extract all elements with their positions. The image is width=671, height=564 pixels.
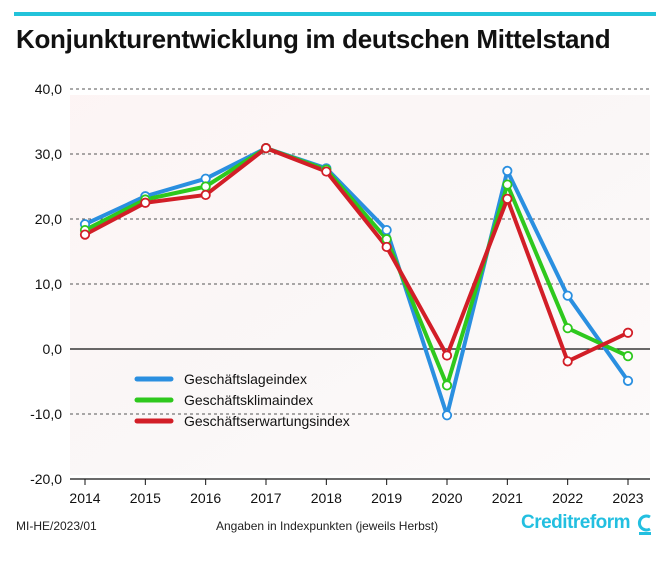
- data-point-series-3: [79, 229, 91, 240]
- chart-title: Konjunkturentwicklung im deutschen Mitte…: [16, 24, 611, 54]
- data-point-series-3: [260, 143, 272, 154]
- data-point-series-2: [200, 181, 211, 192]
- legend-label: Geschäftslageindex: [184, 371, 307, 387]
- x-tick-label: 2015: [130, 490, 161, 506]
- data-point-series-1: [441, 410, 453, 421]
- y-tick-label: 20,0: [35, 211, 62, 227]
- series-line-3: [83, 146, 630, 364]
- data-point-series-2: [562, 323, 573, 334]
- data-point-series-1: [502, 165, 513, 176]
- plot-background: [70, 95, 650, 475]
- y-tick-label: 40,0: [35, 81, 62, 97]
- x-tick-label: 2020: [431, 490, 462, 506]
- data-point-series-3: [200, 189, 211, 201]
- data-point-series-1: [562, 290, 573, 301]
- y-tick-label: 0,0: [43, 341, 63, 357]
- y-tick-label: 10,0: [35, 276, 62, 292]
- data-point-series-3: [502, 193, 513, 204]
- units-note: Angaben in Indexpunkten (jeweils Herbst): [216, 519, 439, 533]
- x-axis-tick-labels: 2014 2015 2016 2017 2018 2019 2020 2021 2022 2023: [69, 479, 644, 506]
- legend-label: Geschäftsklimaindex: [184, 392, 313, 408]
- data-point-series-3: [381, 241, 392, 253]
- x-tick-label: 2022: [552, 490, 583, 506]
- data-point-series-3: [441, 350, 453, 361]
- series-line-2: [83, 146, 630, 388]
- data-point-series-1: [381, 224, 392, 236]
- x-tick-label: 2016: [190, 490, 221, 506]
- grid-lines: [70, 88, 650, 480]
- data-point-series-1: [622, 375, 634, 386]
- source-code: MI-HE/2023/01: [16, 519, 97, 533]
- data-point-series-3: [140, 197, 151, 208]
- x-tick-label: 2014: [69, 490, 100, 506]
- series-lines: [79, 143, 634, 421]
- legend-label: Geschäftserwartungsindex: [184, 413, 350, 429]
- y-tick-label: 30,0: [35, 146, 62, 162]
- data-point-series-2: [441, 380, 453, 391]
- y-axis-tick-labels: -20,0 -10,0 0,0 10,0 20,0 30,0 40,0: [30, 81, 62, 487]
- data-point-series-3: [622, 327, 634, 338]
- data-point-series-3: [562, 356, 573, 367]
- legend: Geschäftslageindex Geschäftsklimaindex Ges…: [134, 371, 350, 429]
- y-tick-label: -20,0: [30, 471, 62, 487]
- x-tick-label: 2021: [492, 490, 523, 506]
- x-tick-label: 2017: [250, 490, 281, 506]
- brand-mark-icon: [637, 514, 651, 535]
- data-point-series-2: [622, 351, 634, 362]
- x-tick-label: 2023: [612, 490, 643, 506]
- x-tick-label: 2018: [311, 490, 342, 506]
- series-line-1: [83, 146, 630, 418]
- top-accent-rule: [14, 12, 656, 16]
- data-point-series-2: [502, 179, 513, 190]
- brand-logo: Creditreform: [521, 512, 631, 533]
- y-tick-label: -10,0: [30, 406, 62, 422]
- data-point-series-3: [321, 166, 332, 177]
- x-tick-label: 2019: [371, 490, 402, 506]
